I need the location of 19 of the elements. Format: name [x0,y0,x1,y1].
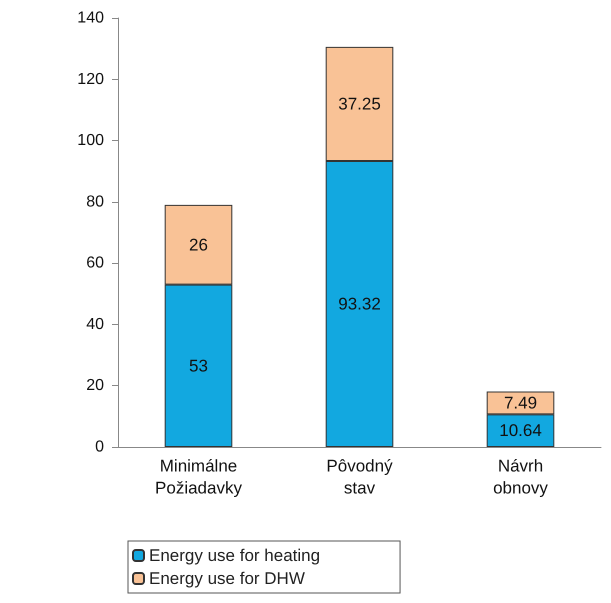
x-tick-label: Návrh obnovy [493,456,548,498]
data-label: 7.49 [504,393,538,412]
y-tick-label: 80 [86,193,104,210]
legend-label: Energy use for heating [149,546,320,565]
legend-label: Energy use for DHW [149,569,305,588]
data-label: 26 [189,235,208,254]
y-tick-label: 120 [77,70,104,88]
y-tick-label: 40 [86,316,104,333]
y-tick-label: 100 [77,132,104,150]
data-label: 93.32 [338,294,381,314]
y-tick-label: 140 [77,10,104,26]
x-tick-label: Minimálne Požiadavky [155,456,242,498]
y-tick-label: 20 [86,377,104,394]
x-tick-label: Pôvodný stav [326,456,394,498]
data-label: 10.64 [499,421,542,440]
data-label: 37.25 [338,94,381,114]
y-tick-label: 0 [95,438,104,456]
data-label: 53 [189,356,208,376]
y-tick-label: 60 [86,254,104,272]
